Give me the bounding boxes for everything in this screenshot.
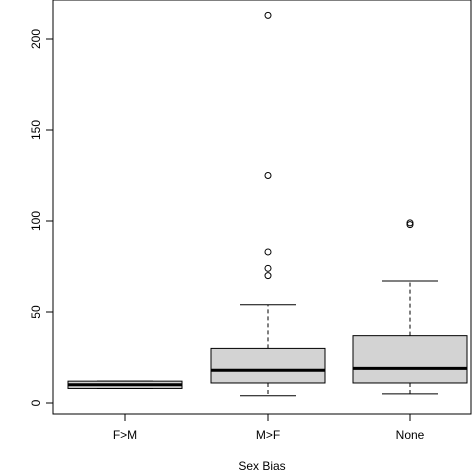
outlier-point: [264, 272, 272, 280]
outlier-point: [264, 11, 272, 19]
x-axis-label: Sex Bias: [238, 459, 285, 473]
outlier-point: [406, 219, 414, 227]
y-tick-label: 100: [29, 211, 43, 231]
box: [210, 347, 326, 384]
x-tick-label: M>F: [256, 428, 280, 442]
y-tick-label: 0: [29, 399, 43, 406]
box: [352, 335, 468, 384]
boxes-group: [67, 11, 468, 397]
box-group: [67, 380, 183, 389]
outlier-point: [264, 248, 272, 256]
outlier-point: [406, 221, 414, 229]
x-tick-label: F>M: [113, 428, 137, 442]
x-axis: F>M M>F None: [113, 414, 425, 442]
x-tick-label: None: [396, 428, 425, 442]
box-group: [352, 219, 468, 395]
y-tick-label: 200: [29, 29, 43, 49]
y-tick-label: 150: [29, 120, 43, 140]
y-axis: 0 50 100 150 200: [29, 29, 54, 406]
box-group: [210, 11, 326, 397]
outlier-point: [264, 172, 272, 179]
y-tick-label: 50: [29, 305, 43, 319]
outlier-point: [264, 264, 272, 272]
